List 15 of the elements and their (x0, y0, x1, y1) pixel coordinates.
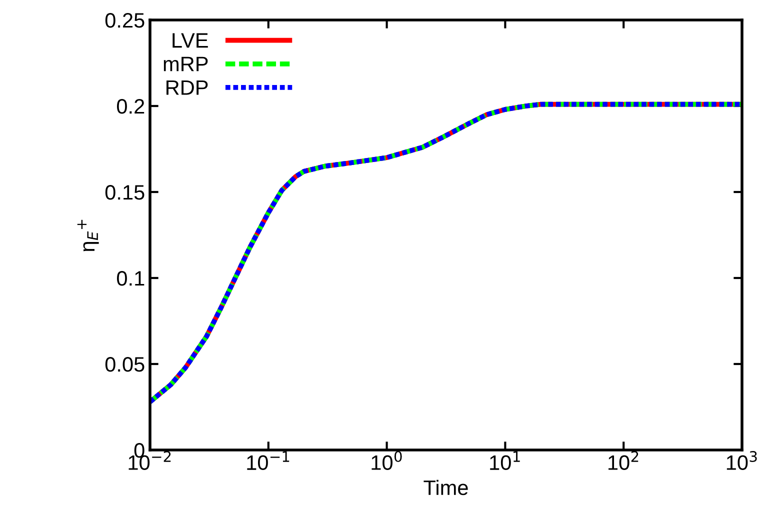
legend-label: LVE (172, 33, 208, 48)
y-axis-title: η$_{E}$$^{+}$ (77, 220, 99, 252)
legend-label: RDP (166, 80, 208, 95)
y-tick-label: 0.2 (116, 99, 144, 114)
y-tick-label: 0.05 (105, 357, 144, 372)
y-tick-label: 0.15 (105, 185, 144, 200)
y-tick-label: 0.25 (105, 13, 144, 28)
x-tick-label: 10$^{0}$ (372, 451, 402, 470)
x-tick-label: 10$^{1}$ (490, 451, 520, 470)
x-tick-label: 10$^{−1}$ (247, 451, 290, 470)
x-tick-label: 10$^{3}$ (726, 451, 757, 470)
legend-label: mRP (164, 56, 208, 72)
x-tick-label: 10$^{2}$ (608, 451, 638, 470)
x-axis-title: Time (424, 480, 468, 496)
y-tick-label: 0.1 (116, 271, 144, 286)
